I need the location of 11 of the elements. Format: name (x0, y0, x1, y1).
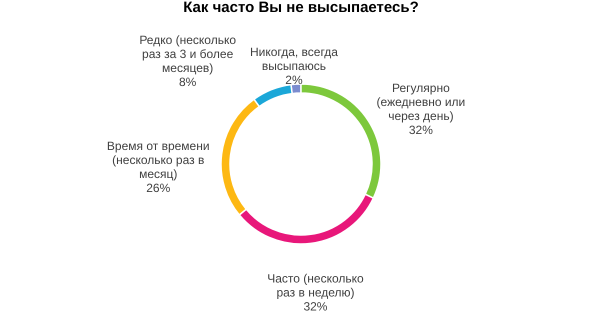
data-label: 32% (408, 122, 434, 137)
data-label: 26% (146, 180, 171, 195)
slice-label: Время от времени (несколько раз в месяц) (106, 138, 210, 181)
slice-label: Редко (несколько раз за 3 и более месяцев) (139, 32, 236, 75)
data-label: 2% (285, 73, 303, 88)
data-label: 32% (303, 300, 328, 314)
slice-label: Никогда, всегда высыпаюсь (250, 45, 338, 74)
slice-label: Часто (несколько раз в неделю) (267, 272, 364, 300)
data-label: 8% (178, 74, 197, 89)
slice-label: Регулярно (ежедневно или через день) (376, 80, 466, 123)
chart-title: Как часто Вы не высыпаетесь? (183, 0, 419, 16)
